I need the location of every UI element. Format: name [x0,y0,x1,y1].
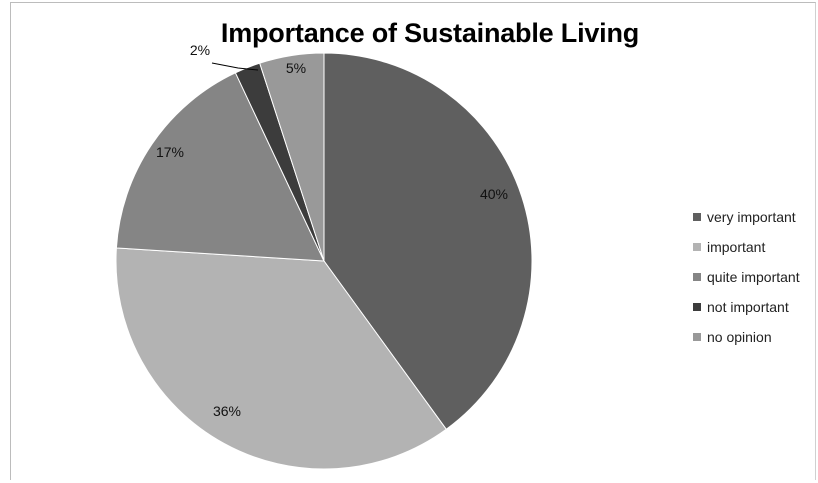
legend-swatch [693,243,701,251]
legend-swatch [693,213,701,221]
data-label-not-important: 2% [190,42,210,58]
data-label-quite-important: 17% [156,144,184,160]
data-label-no-opinion: 5% [286,60,306,76]
legend-item-quite-important: quite important [693,262,800,292]
leader-line [211,62,259,71]
data-label-very-important: 40% [480,186,508,202]
legend-item-important: important [693,232,800,262]
legend-label: not important [707,299,789,315]
legend-swatch [693,303,701,311]
pie-slice-important [115,247,447,470]
legend-item-no-opinion: no opinion [693,322,800,352]
chart-area [10,2,816,480]
legend-swatch [693,273,701,281]
legend-item-not-important: not important [693,292,800,322]
legend-swatch [693,333,701,341]
pie-slice-very-important [323,52,533,430]
legend: very important important quite important no… [693,202,800,352]
legend-label: quite important [707,269,800,285]
pie-slice-quite-important [115,72,325,262]
legend-label: very important [707,209,796,225]
legend-label: important [707,239,766,255]
legend-label: no opinion [707,329,772,345]
pie-slice-no-opinion [259,52,325,262]
chart-title: Importance of Sustainable Living [220,18,640,48]
data-label-important: 36% [213,403,241,419]
legend-item-very-important: very important [693,202,800,232]
